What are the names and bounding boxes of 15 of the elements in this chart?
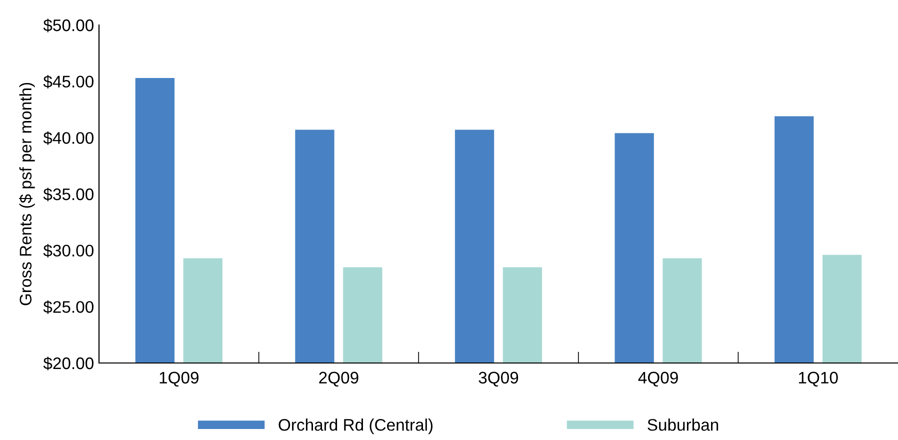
y-tick-label: $50.00 — [43, 18, 94, 32]
y-tick-label: $35.00 — [43, 188, 94, 202]
x-tick-label: 2Q09 — [319, 372, 358, 387]
y-axis-title: Gross Rents ($ psf per month) — [19, 82, 35, 306]
y-tick-label: $20.00 — [43, 356, 94, 370]
y-tick-label: $40.00 — [43, 131, 94, 145]
legend-label: Orchard Rd (Central) — [278, 418, 433, 434]
x-tick-label: 4Q09 — [638, 372, 678, 387]
x-tick-label: 3Q09 — [478, 372, 518, 387]
y-tick-label: $30.00 — [43, 244, 94, 258]
y-tick-label: $45.00 — [43, 75, 94, 89]
x-tick-label: 1Q10 — [798, 372, 838, 387]
x-tick-label: 1Q09 — [160, 372, 198, 387]
y-tick-label: $25.00 — [43, 300, 94, 314]
legend-label: Suburban — [648, 418, 718, 431]
